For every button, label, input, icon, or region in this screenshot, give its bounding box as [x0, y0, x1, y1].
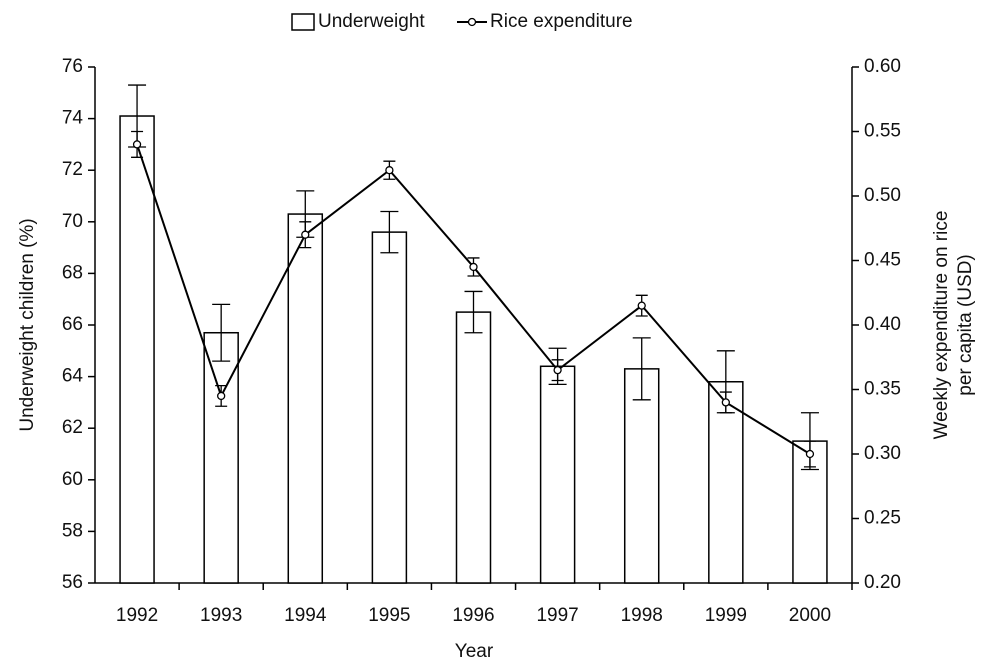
y2-tick-label: 0.55	[864, 121, 901, 142]
x-tick-label: 1996	[452, 605, 494, 626]
y-tick-label: 56	[62, 572, 83, 593]
x-tick-label: 1997	[536, 605, 578, 626]
bar	[539, 365, 576, 584]
point	[469, 262, 478, 272]
y2-tick-label: 0.40	[864, 314, 901, 335]
x-tick-label: 2000	[789, 605, 831, 626]
y2-tick-label: 0.30	[864, 443, 901, 464]
x-tick-label: 1995	[368, 605, 410, 626]
y-tick-label: 76	[62, 56, 83, 77]
y2-axis-title: Weekly expenditure on rice	[931, 211, 952, 440]
y2-tick-label: 0.25	[864, 508, 901, 529]
point	[637, 301, 646, 310]
legend-label: Rice expenditure	[490, 11, 633, 32]
x-tick-label: 1998	[621, 605, 663, 626]
y2-tick-label: 0.45	[864, 250, 901, 271]
y-tick-label: 70	[62, 211, 83, 232]
y-tick-label: 60	[62, 469, 83, 490]
bar	[708, 381, 744, 584]
y-tick-label: 68	[62, 262, 83, 283]
y-tick-label: 58	[62, 520, 83, 541]
x-tick-label: 1993	[200, 605, 242, 626]
bar	[371, 231, 408, 584]
error-bar	[212, 303, 231, 362]
y-tick-label: 74	[62, 108, 84, 129]
legend-label: Underweight	[318, 11, 425, 32]
point	[553, 365, 562, 375]
point	[217, 391, 226, 401]
bar	[203, 331, 239, 584]
y2-tick-label: 0.20	[864, 572, 901, 593]
y-tick-label: 72	[62, 159, 83, 180]
point	[721, 398, 730, 407]
y2-tick-label: 0.50	[864, 185, 901, 206]
error-bar	[632, 337, 651, 401]
x-tick-label: 1994	[284, 605, 327, 626]
error-bar	[380, 210, 399, 254]
bar	[623, 368, 660, 584]
legend-swatch	[467, 17, 477, 27]
point	[132, 140, 142, 149]
point	[301, 230, 310, 239]
error-bar	[464, 290, 483, 334]
bar	[287, 213, 324, 584]
x-tick-label: 1992	[116, 605, 158, 626]
y-tick-label: 66	[62, 314, 83, 335]
y-axis-title: Underweight children (%)	[17, 218, 38, 431]
bar	[119, 115, 155, 584]
y2-axis-title: per capita (USD)	[955, 254, 976, 396]
point	[385, 166, 394, 175]
y-tick-label: 62	[62, 417, 83, 438]
x-tick-label: 1999	[705, 605, 747, 626]
bar	[455, 311, 492, 584]
y2-tick-label: 0.35	[864, 379, 901, 400]
point	[805, 449, 815, 459]
y2-tick-label: 0.60	[864, 56, 901, 77]
legend-swatch	[291, 13, 315, 31]
y-tick-label: 64	[62, 366, 84, 387]
x-axis-title: Year	[455, 641, 494, 662]
